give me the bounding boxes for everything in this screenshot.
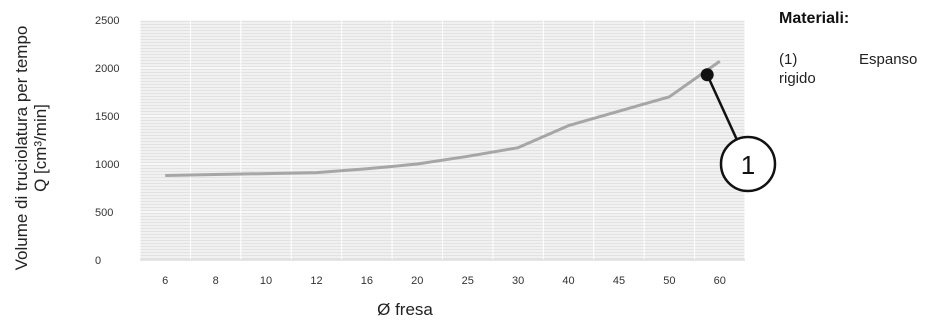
annotation-label: 1 — [741, 150, 755, 180]
y-tick-label: 1500 — [95, 111, 119, 123]
callout-line — [706, 74, 738, 140]
legend-item: (1) Espanso rigido — [779, 50, 934, 88]
x-tick-label: 12 — [310, 275, 322, 287]
legend-item-word1: Espanso — [859, 51, 918, 68]
x-ticks: 6 8 10 12 16 20 25 30 40 45 50 60 — [162, 275, 726, 287]
y-tick-label: 500 — [95, 207, 113, 219]
x-tick-label: 10 — [260, 275, 272, 287]
x-tick-label: 40 — [562, 275, 574, 287]
legend-item-word2: rigido — [779, 70, 816, 87]
legend-title: Materiali: — [779, 10, 850, 27]
x-tick-label: 16 — [361, 275, 373, 287]
annotation-circle — [719, 135, 777, 193]
y-ticks: 0 500 1000 1500 2000 2500 — [95, 15, 119, 267]
x-tick-label: 25 — [462, 275, 474, 287]
x-tick-label: 60 — [714, 275, 726, 287]
legend-item-number: (1) — [779, 51, 798, 68]
y-tick-label: 1000 — [95, 159, 119, 171]
x-tick-label: 20 — [411, 275, 423, 287]
grid — [139, 19, 746, 261]
y-tick-label: 2000 — [95, 63, 119, 75]
x-tick-label: 50 — [663, 275, 675, 287]
x-tick-label: 8 — [213, 275, 219, 287]
y-axis-title-line1: Volume di truciolatura per tempo — [12, 25, 31, 271]
series-line — [165, 60, 721, 178]
y-axis-title-line2: Q [cm³/min] — [31, 104, 50, 192]
annotation-point — [700, 68, 714, 82]
y-tick-label: 2500 — [95, 15, 119, 27]
x-axis-title: Ø fresa — [377, 300, 433, 319]
x-tick-label: 30 — [512, 275, 524, 287]
x-tick-label: 45 — [613, 275, 625, 287]
x-tick-label: 6 — [162, 275, 168, 287]
y-tick-label: 0 — [95, 255, 101, 267]
